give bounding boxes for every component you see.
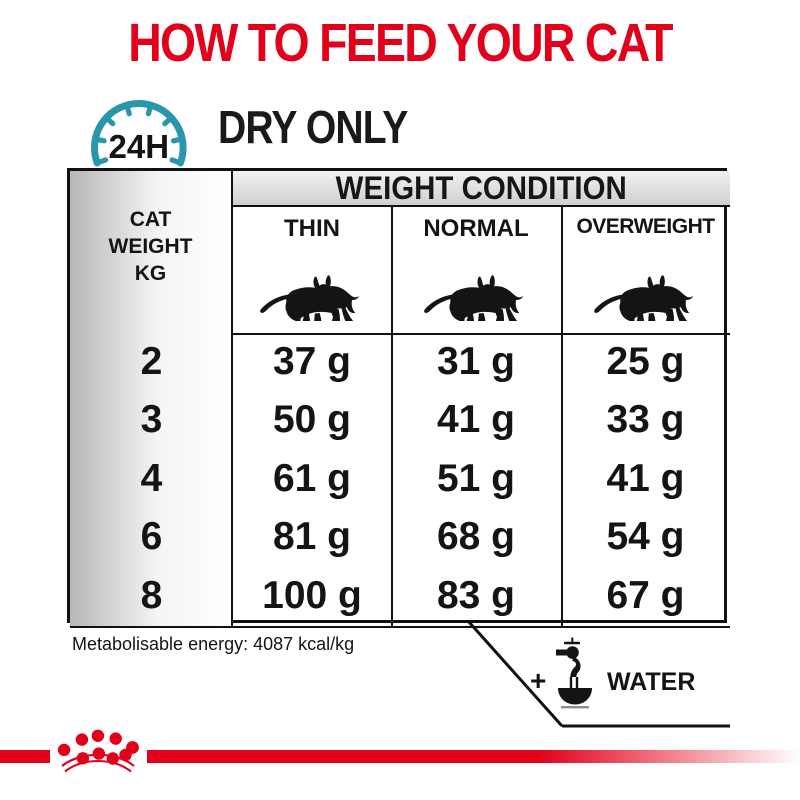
svg-text:24H: 24H [109,128,170,165]
